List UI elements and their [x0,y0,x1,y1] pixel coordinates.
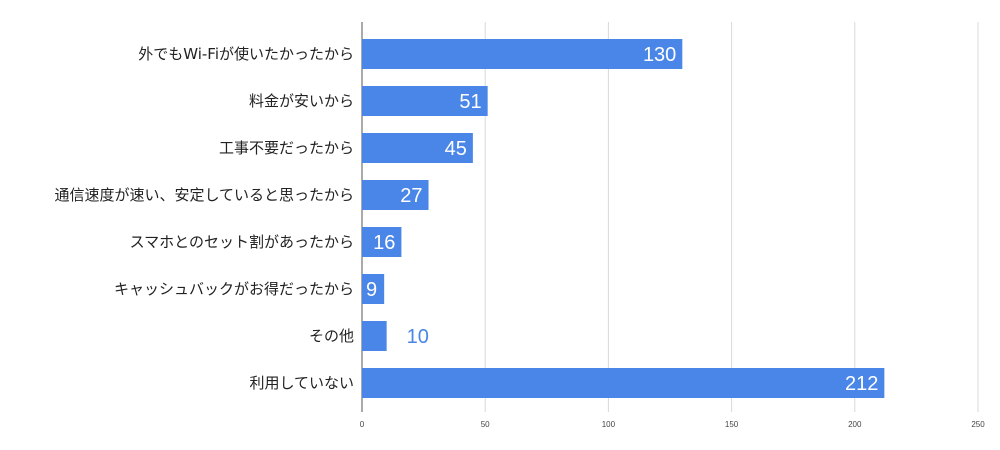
data-label: 130 [643,44,676,66]
x-tick-label: 50 [481,420,490,429]
data-label: 212 [845,373,878,395]
x-tick-label: 200 [848,420,862,429]
category-label-layer: 外でもWi-Fiが使いたかったから料金が安いから工事不要だったから通信速度が速い… [54,45,354,392]
bar [362,227,402,257]
bar [362,321,387,351]
x-tick-label-layer: 0 50 100 150 200 250 [360,420,985,429]
category-label: 料金が安いから [249,92,354,110]
data-label-layer: 130 51 45 27 16 9 10 212 [366,44,878,395]
bar-layer [362,39,885,398]
bar [362,133,473,163]
bar [362,274,385,304]
data-label: 10 [407,326,429,348]
bar [362,368,885,398]
category-label: 利用していない [249,374,354,392]
data-label: 9 [366,279,377,301]
bar [362,39,683,69]
data-label: 51 [459,91,481,113]
x-tick-label: 150 [725,420,739,429]
x-tick-label: 100 [602,420,616,429]
category-label: 工事不要だったから [219,139,354,157]
x-tick-label: 0 [360,420,365,429]
x-tick-label: 250 [971,420,985,429]
category-label: その他 [309,327,354,345]
category-label: スマホとのセット割があったから [130,233,354,251]
category-label: キャッシュバックがお得だったから [114,280,354,298]
category-label: 外でもWi-Fiが使いたかったから [138,45,354,63]
category-label: 通信速度が速い、安定していると思ったから [54,186,354,204]
data-label: 45 [445,138,467,160]
bar [362,180,429,210]
grid-layer [361,22,979,412]
bar [362,86,488,116]
data-label: 16 [373,232,395,254]
data-label: 27 [400,185,422,207]
